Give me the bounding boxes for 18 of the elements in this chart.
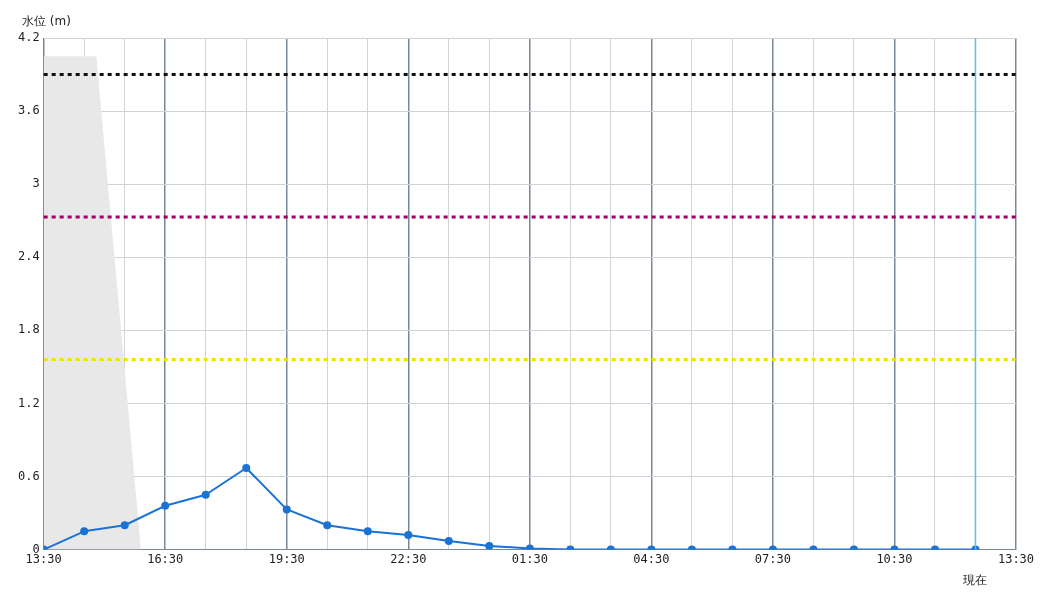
x-tick-label: 07:30 [754, 551, 791, 566]
x-tick-label: 13:30 [997, 551, 1035, 566]
x-tick-label: 01:30 [511, 551, 548, 566]
x-tick-label: 13:30 [25, 551, 62, 566]
x-tick-label: 04:30 [633, 551, 670, 566]
x-tick-label: 16:30 [147, 551, 184, 566]
y-tick-label: 3 [32, 176, 40, 191]
ref-line-label: 現在 [963, 572, 988, 587]
x-tick-label: 10:30 [876, 551, 913, 566]
y-tick-label: 4.2 [17, 30, 40, 45]
y-tick-label: 1.2 [17, 395, 40, 410]
x-tick-label: 22:30 [390, 551, 427, 566]
y-axis-title: 水位 (m) [22, 14, 71, 29]
y-tick-label: 3.6 [17, 103, 40, 118]
y-tick-label: 1.8 [17, 322, 40, 337]
y-tick-label: 0.6 [17, 468, 40, 483]
y-tick-label: 2.4 [17, 249, 40, 264]
x-tick-label: 19:30 [268, 551, 305, 566]
